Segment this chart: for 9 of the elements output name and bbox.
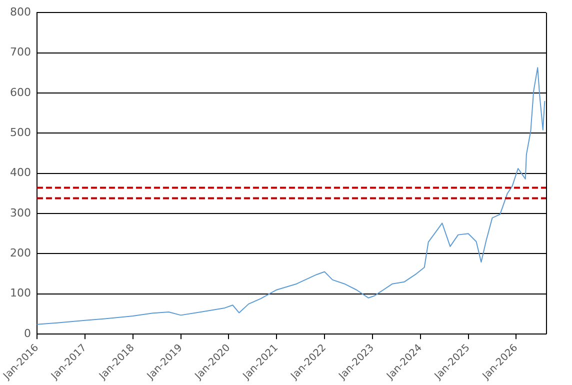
y-tick-label: 300 xyxy=(10,206,31,220)
y-tick-label: 600 xyxy=(10,86,31,99)
y-tick-label: 200 xyxy=(10,246,31,260)
y-tick-label: 800 xyxy=(10,5,31,18)
y-tick-label: 100 xyxy=(10,286,31,300)
y-tick-label: 0 xyxy=(24,326,31,340)
y-tick-label: 400 xyxy=(10,166,31,180)
y-tick-label: 700 xyxy=(10,46,31,59)
y-tick-label: 500 xyxy=(10,126,31,140)
